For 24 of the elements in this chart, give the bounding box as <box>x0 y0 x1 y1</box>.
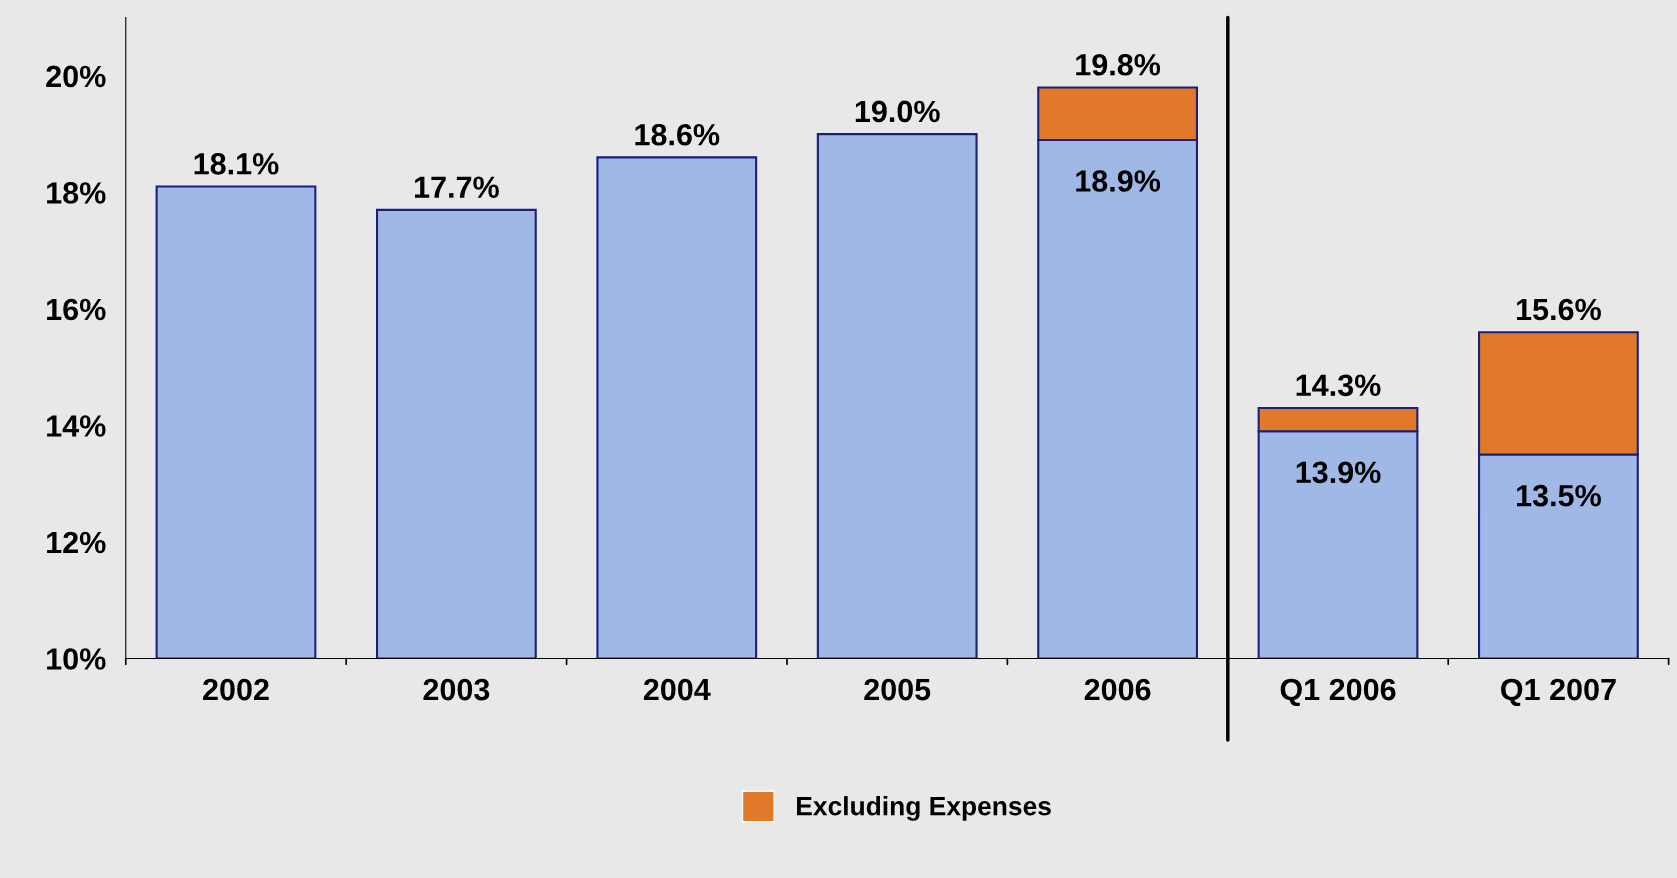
x-tick-label: 2003 <box>423 678 490 701</box>
y-tick-label: 18% <box>47 182 106 204</box>
total-label: 17.7% <box>414 176 499 198</box>
x-tick-label: 2004 <box>643 678 711 701</box>
y-tick-label: 10% <box>47 648 106 670</box>
y-tick-label: 20% <box>46 65 106 88</box>
data-label: 18.9% <box>1076 170 1161 192</box>
x-tick-label: Q1 2006 <box>1280 678 1396 707</box>
y-tick-label: 16% <box>47 298 106 321</box>
x-tick-label: 2002 <box>203 678 269 701</box>
total-label: 19.8% <box>1076 53 1161 76</box>
y-tick-label: 12% <box>47 531 106 554</box>
total-label: 14.3% <box>1296 374 1381 397</box>
total-label: 18.6% <box>635 123 720 146</box>
data-label: 13.9% <box>1296 461 1381 484</box>
legend-label: Excluding Expenses <box>797 796 1051 821</box>
x-tick-label: Q1 2007 <box>1501 678 1616 707</box>
total-label: 19.0% <box>855 100 940 123</box>
x-tick-label: 2005 <box>864 678 931 701</box>
data-label: 13.5% <box>1517 484 1601 507</box>
total-label: 18.1% <box>194 153 279 175</box>
y-tick-label: 14% <box>47 415 106 437</box>
x-tick-label: 2006 <box>1084 678 1151 701</box>
total-label: 15.6% <box>1517 298 1601 321</box>
